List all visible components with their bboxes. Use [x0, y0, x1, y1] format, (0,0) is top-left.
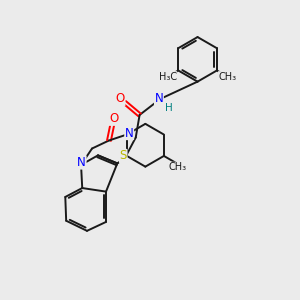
- Text: S: S: [120, 149, 127, 162]
- Text: CH₃: CH₃: [218, 72, 236, 82]
- Text: N: N: [77, 156, 86, 169]
- Text: N: N: [154, 92, 163, 105]
- Text: N: N: [125, 127, 134, 140]
- Text: CH₃: CH₃: [168, 162, 186, 172]
- Text: O: O: [110, 112, 119, 125]
- Text: H: H: [165, 103, 173, 113]
- Text: O: O: [116, 92, 125, 105]
- Text: H₃C: H₃C: [159, 72, 177, 82]
